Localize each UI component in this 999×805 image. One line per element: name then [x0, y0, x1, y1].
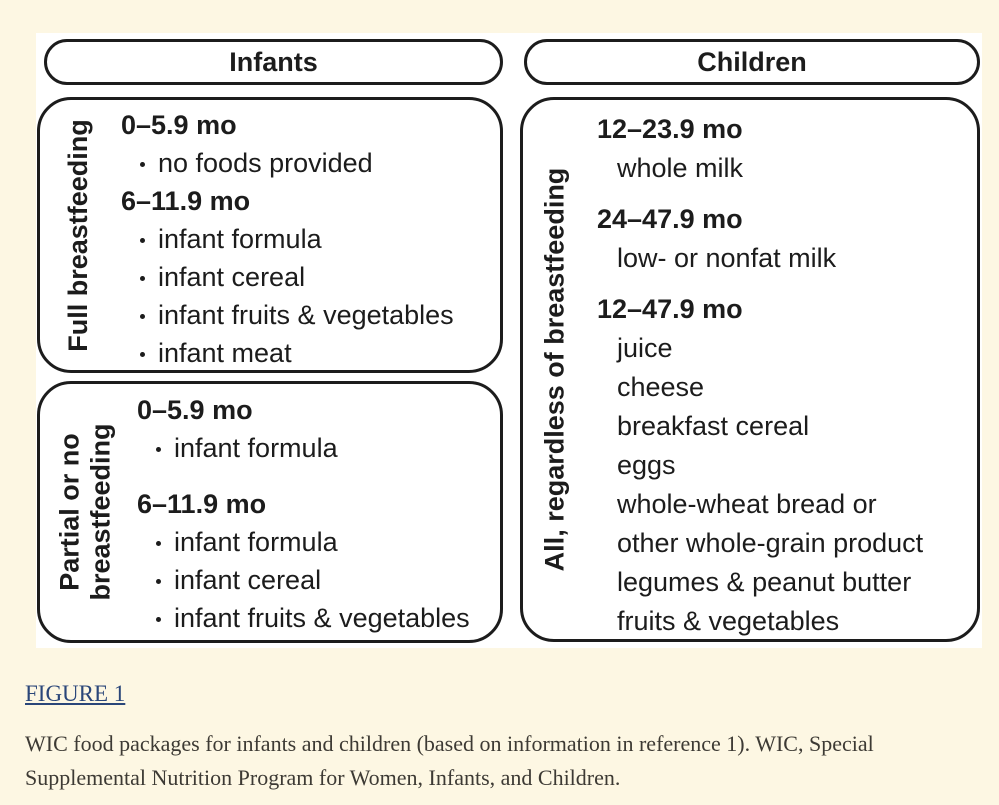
bullet-icon — [156, 616, 161, 622]
list-item-label: infant fruits & vegetables — [158, 300, 454, 330]
list-item-label: infant meat — [158, 338, 292, 368]
age-heading: 12–47.9 mo — [597, 294, 743, 324]
list-item: breakfast cereal — [597, 407, 977, 446]
list-item-label: legumes & peanut butter — [617, 567, 912, 597]
list-item: fruits & vegetables — [597, 602, 977, 641]
list-item-label: fruits & vegetables — [617, 606, 840, 636]
age-heading: 12–23.9 mo — [597, 114, 743, 144]
list-item: no foods provided — [121, 144, 500, 182]
bullet-icon — [140, 351, 145, 357]
children-header-pill: Children — [524, 39, 980, 85]
list-item: eggs — [597, 446, 977, 485]
list-item-label: infant cereal — [158, 262, 306, 292]
bullet-icon — [140, 161, 145, 167]
infants-header-label: Infants — [229, 46, 318, 77]
full-breastfeeding-gutter: Full breastfeeding — [40, 100, 116, 370]
children-gutter: All, regardless of breastfeeding — [523, 100, 587, 639]
full-breastfeeding-box: Full breastfeeding 0–5.9 mo no foods pro… — [37, 97, 503, 373]
age-heading: 6–11.9 mo — [121, 186, 251, 216]
list-item-label: infant cereal — [174, 565, 322, 595]
full-breastfeeding-content: 0–5.9 mo no foods provided 6–11.9 mo inf… — [116, 100, 500, 370]
age-heading: 0–5.9 mo — [121, 110, 237, 140]
list-item: cheese — [597, 368, 977, 407]
list-item: low- or nonfat milk — [597, 239, 977, 278]
figure-caption: WIC food packages for infants and childr… — [25, 731, 874, 790]
list-item-label: juice — [617, 333, 673, 363]
bullet-icon — [140, 313, 145, 319]
children-side-label: All, regardless of breastfeeding — [539, 167, 570, 572]
list-item: infant meat — [121, 334, 500, 372]
partial-breastfeeding-gutter: Partial or no breastfeeding — [40, 384, 132, 640]
list-item-label: no foods provided — [158, 148, 373, 178]
partial-breastfeeding-side-label: Partial or no breastfeeding — [55, 423, 117, 600]
children-content: 12–23.9 mo whole milk 24–47.9 mo low- or… — [587, 100, 977, 639]
list-item: infant cereal — [121, 258, 500, 296]
bullet-icon — [140, 275, 145, 281]
bullet-icon — [140, 237, 145, 243]
list-item: infant formula — [121, 220, 500, 258]
list-item-label: eggs — [617, 450, 676, 480]
infants-header-pill: Infants — [44, 39, 503, 85]
list-item-label: cheese — [617, 372, 705, 402]
list-item-label: whole-wheat bread or — [617, 489, 877, 519]
list-item-label: low- or nonfat milk — [617, 243, 837, 273]
list-item-label: whole milk — [617, 153, 744, 183]
list-item: juice — [597, 329, 977, 368]
age-section: 12–23.9 mo whole milk — [597, 110, 977, 188]
bullet-icon — [156, 446, 161, 452]
list-item-label: infant formula — [158, 224, 322, 254]
partial-breastfeeding-content: 0–5.9 mo infant formula 6–11.9 mo infant… — [132, 384, 500, 640]
list-item-label: infant formula — [174, 527, 338, 557]
full-breastfeeding-side-label: Full breastfeeding — [62, 118, 93, 352]
list-item: legumes & peanut butter — [597, 563, 977, 602]
bullet-icon — [156, 578, 161, 584]
age-section: 12–47.9 mo juice cheese breakfast cereal… — [597, 290, 977, 641]
list-item: whole milk — [597, 149, 977, 188]
age-section: 0–5.9 mo infant formula — [137, 391, 500, 467]
figure-1-link[interactable]: FIGURE 1 — [25, 681, 126, 706]
age-heading: 24–47.9 mo — [597, 204, 743, 234]
list-item-label: other whole-grain product — [617, 528, 924, 558]
partial-side-label-line2: breastfeeding — [86, 423, 117, 601]
list-item-label: breakfast cereal — [617, 411, 810, 441]
list-item: infant formula — [137, 429, 500, 467]
list-item: infant fruits & vegetables — [121, 296, 500, 334]
age-section: 0–5.9 mo no foods provided — [121, 106, 500, 182]
children-header-label: Children — [697, 46, 807, 77]
list-item: other whole-grain product — [597, 524, 977, 563]
age-section: 6–11.9 mo infant formula infant cereal i… — [137, 485, 500, 637]
partial-breastfeeding-box: Partial or no breastfeeding 0–5.9 mo inf… — [37, 381, 503, 643]
list-item-label: infant formula — [174, 433, 338, 463]
list-item: infant fruits & vegetables — [137, 599, 500, 637]
list-item: infant formula — [137, 523, 500, 561]
children-box: All, regardless of breastfeeding 12–23.9… — [520, 97, 980, 642]
list-item-label: infant fruits & vegetables — [174, 603, 470, 633]
partial-side-label-line1: Partial or no — [55, 433, 86, 591]
age-section: 6–11.9 mo infant formula infant cereal i… — [121, 182, 500, 372]
list-item: whole-wheat bread or — [597, 485, 977, 524]
age-heading: 0–5.9 mo — [137, 395, 253, 425]
age-section: 24–47.9 mo low- or nonfat milk — [597, 200, 977, 278]
list-item: infant cereal — [137, 561, 500, 599]
figure-image: Infants Children Full breastfeeding 0–5.… — [36, 33, 982, 648]
age-heading: 6–11.9 mo — [137, 489, 267, 519]
bullet-icon — [156, 540, 161, 546]
